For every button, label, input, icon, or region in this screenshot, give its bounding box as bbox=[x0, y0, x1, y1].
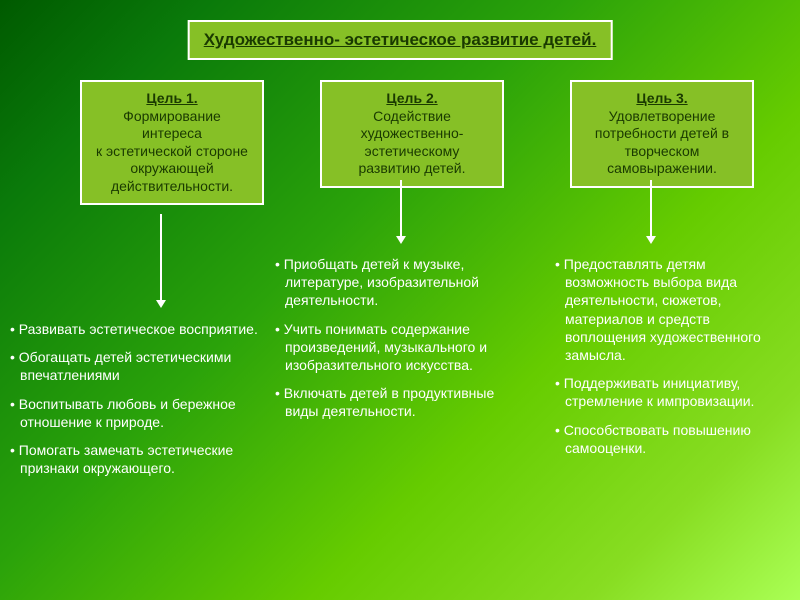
bullet-item: • Приобщать детей к музыке, литературе, … bbox=[275, 255, 515, 310]
goal-1-head: Цель 1. bbox=[146, 90, 197, 106]
bullet-item: • Воспитывать любовь и бережное отношени… bbox=[10, 395, 260, 431]
bullet-item: • Предоставлять детям возможность выбора… bbox=[555, 255, 785, 364]
slide-background: Художественно- эстетическое развитие дет… bbox=[0, 0, 800, 600]
bullet-item: • Помогать замечать эстетические признак… bbox=[10, 441, 260, 477]
bullet-item: • Способствовать повышению самооценки. bbox=[555, 421, 785, 457]
bullets-col-3: • Предоставлять детям возможность выбора… bbox=[555, 255, 785, 467]
goal-box-3: Цель 3. Удовлетворение потребности детей… bbox=[570, 80, 754, 188]
bullets-col-1: • Развивать эстетическое восприятие. • О… bbox=[10, 320, 260, 487]
goal-2-head: Цель 2. bbox=[386, 90, 437, 106]
bullets-col-2: • Приобщать детей к музыке, литературе, … bbox=[275, 255, 515, 431]
goal-box-2: Цель 2. Содействие художественно-эстетич… bbox=[320, 80, 504, 188]
bullet-item: • Развивать эстетическое восприятие. bbox=[10, 320, 260, 338]
goal-2-body: Содействие художественно-эстетическому р… bbox=[359, 108, 466, 177]
goal-1-body: Формирование интересак эстетической стор… bbox=[96, 108, 248, 194]
main-title: Художественно- эстетическое развитие дет… bbox=[188, 20, 613, 60]
bullet-item: • Учить понимать содержание произведений… bbox=[275, 320, 515, 375]
arrow-1 bbox=[160, 214, 162, 304]
goal-3-body: Удовлетворение потребности детей в творч… bbox=[595, 108, 729, 177]
goal-box-1: Цель 1. Формирование интересак эстетичес… bbox=[80, 80, 264, 205]
arrow-3 bbox=[650, 180, 652, 240]
bullet-item: • Поддерживать инициативу, стремление к … bbox=[555, 374, 785, 410]
goal-3-head: Цель 3. bbox=[636, 90, 687, 106]
bullet-item: • Включать детей в продуктивные виды дея… bbox=[275, 384, 515, 420]
arrow-2 bbox=[400, 180, 402, 240]
bullet-item: • Обогащать детей эстетическими впечатле… bbox=[10, 348, 260, 384]
